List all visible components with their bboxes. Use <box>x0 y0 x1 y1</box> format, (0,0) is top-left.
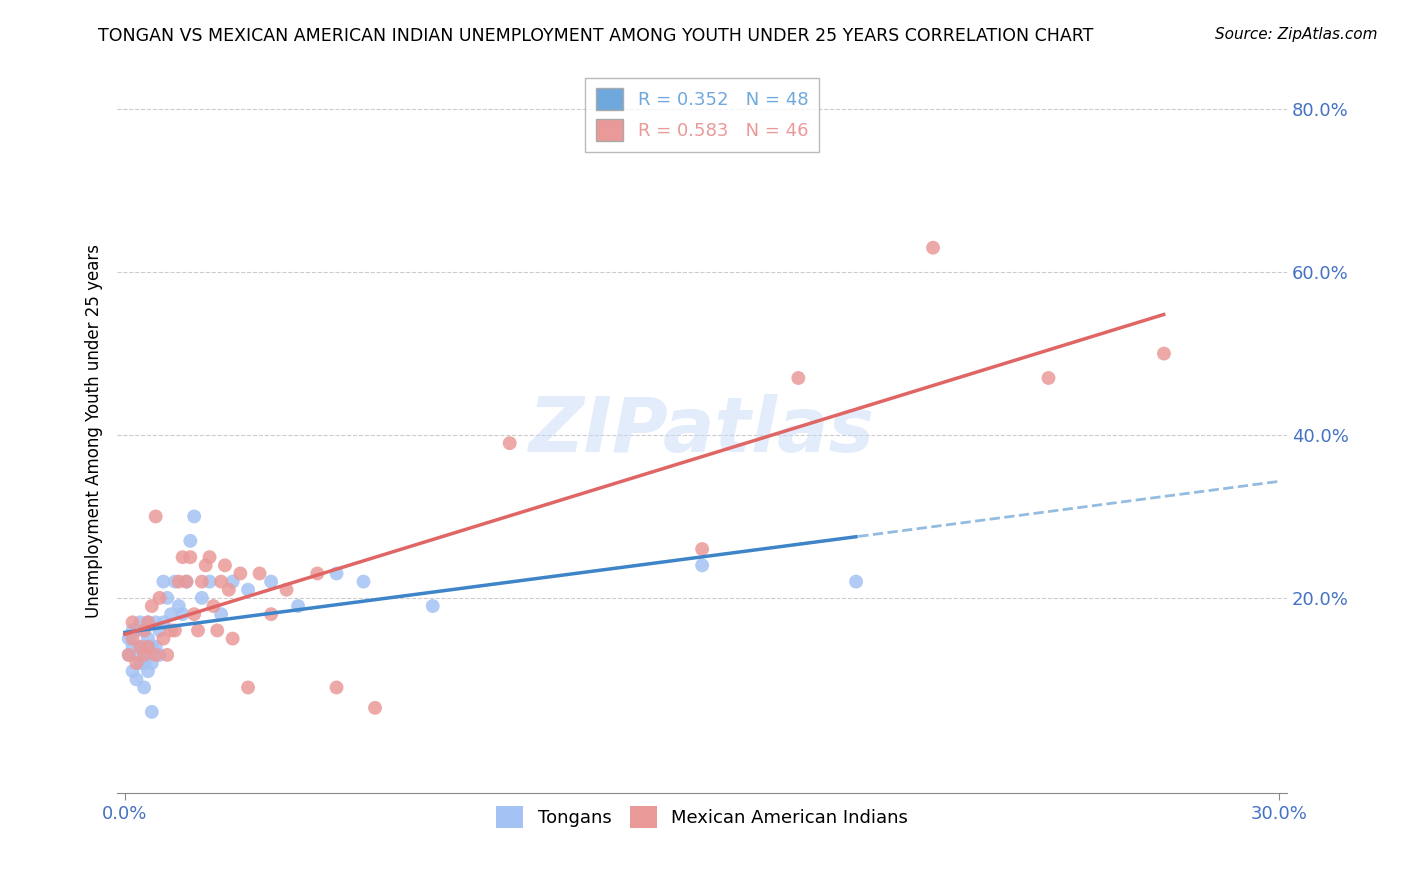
Point <box>148 624 170 638</box>
Point <box>121 640 143 654</box>
Point <box>134 640 156 654</box>
Point <box>121 632 143 646</box>
Point <box>163 574 186 589</box>
Point <box>207 624 229 638</box>
Point <box>145 640 167 654</box>
Point <box>179 533 201 548</box>
Point <box>136 640 159 654</box>
Point <box>218 582 240 597</box>
Point <box>129 640 152 654</box>
Point <box>121 624 143 638</box>
Point <box>845 574 868 589</box>
Point <box>141 705 163 719</box>
Point <box>136 615 159 630</box>
Point <box>125 656 148 670</box>
Point <box>141 599 163 613</box>
Point <box>1153 346 1175 360</box>
Point <box>198 550 221 565</box>
Point <box>121 664 143 678</box>
Point <box>176 574 198 589</box>
Point <box>125 673 148 687</box>
Legend: Tongans, Mexican American Indians: Tongans, Mexican American Indians <box>489 798 915 835</box>
Point <box>160 624 183 638</box>
Point <box>152 574 174 589</box>
Point <box>209 574 232 589</box>
Point <box>690 541 713 556</box>
Point <box>209 607 232 622</box>
Point <box>125 648 148 662</box>
Point <box>325 681 347 695</box>
Point <box>118 648 141 662</box>
Point <box>136 648 159 662</box>
Point <box>191 591 214 605</box>
Point <box>134 656 156 670</box>
Point <box>134 681 156 695</box>
Point <box>167 574 190 589</box>
Point <box>118 648 141 662</box>
Point <box>163 624 186 638</box>
Point <box>176 574 198 589</box>
Point <box>148 591 170 605</box>
Point <box>148 648 170 662</box>
Point <box>134 624 156 638</box>
Point <box>167 599 190 613</box>
Point <box>183 607 205 622</box>
Point <box>787 371 810 385</box>
Point <box>136 632 159 646</box>
Point <box>364 701 387 715</box>
Point <box>134 624 156 638</box>
Text: ZIPatlas: ZIPatlas <box>529 394 875 468</box>
Point <box>129 640 152 654</box>
Point <box>690 558 713 573</box>
Point <box>156 591 179 605</box>
Point <box>141 656 163 670</box>
Point <box>129 656 152 670</box>
Point <box>236 681 259 695</box>
Y-axis label: Unemployment Among Youth under 25 years: Unemployment Among Youth under 25 years <box>86 244 103 618</box>
Point <box>172 550 194 565</box>
Point <box>499 436 522 450</box>
Point <box>152 615 174 630</box>
Point <box>136 664 159 678</box>
Point <box>183 509 205 524</box>
Point <box>221 632 243 646</box>
Point <box>145 615 167 630</box>
Point <box>172 607 194 622</box>
Point <box>118 632 141 646</box>
Point <box>229 566 252 581</box>
Text: TONGAN VS MEXICAN AMERICAN INDIAN UNEMPLOYMENT AMONG YOUTH UNDER 25 YEARS CORREL: TONGAN VS MEXICAN AMERICAN INDIAN UNEMPL… <box>98 27 1094 45</box>
Point <box>307 566 329 581</box>
Point <box>160 607 183 622</box>
Point <box>145 648 167 662</box>
Point <box>121 615 143 630</box>
Point <box>194 558 217 573</box>
Point <box>136 615 159 630</box>
Point <box>156 648 179 662</box>
Point <box>353 574 375 589</box>
Point <box>179 550 201 565</box>
Point <box>287 599 309 613</box>
Point <box>152 632 174 646</box>
Point <box>276 582 298 597</box>
Point <box>236 582 259 597</box>
Point <box>260 607 283 622</box>
Text: Source: ZipAtlas.com: Source: ZipAtlas.com <box>1215 27 1378 42</box>
Point <box>221 574 243 589</box>
Point <box>187 624 209 638</box>
Point <box>198 574 221 589</box>
Point <box>1038 371 1060 385</box>
Point <box>249 566 271 581</box>
Point <box>134 648 156 662</box>
Point <box>922 241 945 255</box>
Point <box>325 566 347 581</box>
Point <box>422 599 444 613</box>
Point <box>260 574 283 589</box>
Point <box>145 509 167 524</box>
Point <box>141 640 163 654</box>
Point <box>129 615 152 630</box>
Point <box>214 558 236 573</box>
Point <box>191 574 214 589</box>
Point <box>202 599 225 613</box>
Point <box>125 624 148 638</box>
